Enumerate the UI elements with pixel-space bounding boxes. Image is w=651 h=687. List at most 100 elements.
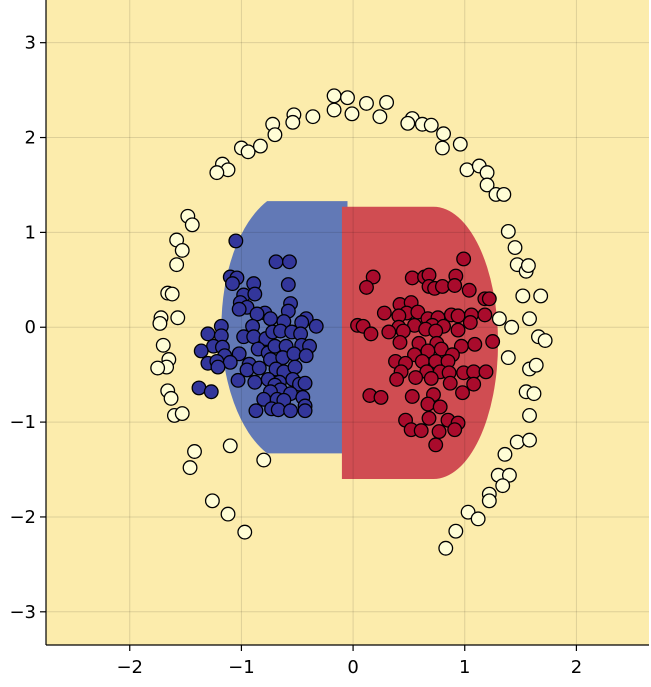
- red-point: [442, 375, 458, 391]
- outer-ring-point: [434, 140, 450, 156]
- outer-ring-point: [522, 432, 537, 448]
- blue-point: [249, 306, 265, 322]
- red-point: [420, 396, 436, 412]
- outer-ring-point: [500, 350, 516, 366]
- outer-ring-point: [423, 117, 439, 133]
- x-tick-label: −1: [228, 657, 255, 678]
- outer-ring-point: [326, 102, 342, 118]
- outer-ring-point: [152, 315, 168, 331]
- outer-ring-point: [174, 406, 190, 422]
- outer-ring-point: [452, 136, 468, 152]
- red-point: [450, 308, 466, 324]
- blue-point: [298, 348, 314, 364]
- outer-ring-point: [187, 444, 202, 459]
- outer-ring-point: [170, 310, 186, 326]
- scatter-points: [150, 88, 553, 556]
- red-point: [455, 385, 470, 401]
- outer-ring-point: [305, 109, 321, 125]
- y-tick-label: −2: [9, 507, 36, 528]
- blue-point: [247, 286, 263, 302]
- blue-point: [263, 311, 278, 327]
- outer-ring-point: [496, 186, 512, 202]
- x-tick-label: 0: [347, 657, 358, 678]
- x-tick-label: −2: [116, 657, 143, 678]
- outer-ring-point: [479, 177, 495, 193]
- red-point: [450, 322, 466, 338]
- grid: [46, 0, 649, 645]
- outer-ring-point: [459, 162, 475, 178]
- red-point: [404, 270, 420, 286]
- red-point: [381, 324, 397, 340]
- red-point: [363, 326, 379, 342]
- outer-ring-point: [379, 94, 395, 110]
- blue-point: [297, 375, 313, 391]
- outer-ring-point: [237, 524, 253, 540]
- outer-ring-point: [169, 257, 185, 273]
- blue-point: [203, 384, 219, 400]
- red-point: [365, 269, 381, 285]
- outer-ring-point: [522, 311, 537, 327]
- red-point: [373, 389, 389, 405]
- blue-point: [225, 276, 240, 292]
- outer-ring-point: [495, 478, 511, 494]
- red-point: [431, 424, 447, 440]
- outer-ring-point: [497, 446, 513, 462]
- outer-ring-point: [448, 523, 464, 539]
- red-point: [404, 389, 420, 404]
- blue-point: [222, 354, 238, 370]
- red-point: [456, 251, 472, 267]
- red-point: [392, 334, 408, 350]
- outer-ring-point: [252, 138, 268, 154]
- red-point: [434, 279, 450, 294]
- outer-ring-point: [285, 114, 301, 130]
- outer-ring-point: [504, 319, 520, 335]
- blue-point: [268, 254, 284, 270]
- red-point: [481, 291, 497, 307]
- red-point: [478, 364, 494, 380]
- outer-ring-point: [164, 286, 180, 302]
- outer-ring-point: [500, 223, 516, 239]
- red-point: [432, 399, 448, 415]
- red-point: [447, 422, 463, 438]
- blue-point: [228, 233, 244, 249]
- outer-ring-point: [537, 333, 553, 348]
- outer-ring-point: [479, 165, 495, 181]
- outer-ring-point: [240, 144, 256, 160]
- blue-point: [270, 402, 286, 418]
- red-point: [359, 279, 374, 295]
- red-point: [462, 315, 478, 330]
- outer-ring-point: [204, 493, 220, 509]
- red-point: [428, 323, 444, 339]
- outer-ring-point: [155, 337, 171, 353]
- red-point: [376, 305, 392, 321]
- blue-point: [230, 372, 246, 388]
- y-tick-label: −1: [9, 412, 36, 433]
- outer-ring-point: [528, 357, 544, 373]
- outer-ring-point: [526, 386, 542, 402]
- outer-ring-point: [326, 88, 342, 104]
- outer-ring-point: [509, 434, 525, 450]
- blue-point: [231, 301, 247, 317]
- blue-point: [286, 346, 302, 362]
- red-point: [408, 370, 424, 385]
- outer-ring-point: [481, 493, 497, 509]
- x-tick-label: 2: [571, 657, 582, 678]
- outer-ring-point: [501, 467, 517, 483]
- red-point: [421, 410, 437, 426]
- blue-point: [210, 359, 226, 375]
- outer-ring-point: [470, 511, 486, 527]
- red-point: [477, 307, 493, 323]
- outer-ring-point: [267, 127, 283, 143]
- outer-ring-point: [150, 360, 166, 376]
- blue-point: [287, 359, 303, 375]
- x-tick-label: 1: [459, 657, 470, 678]
- blue-point: [248, 403, 264, 419]
- y-tick-label: 3: [25, 33, 36, 54]
- outer-ring-point: [436, 126, 451, 142]
- outer-ring-point: [520, 258, 536, 274]
- outer-ring-point: [491, 311, 507, 327]
- outer-ring-point: [174, 242, 190, 258]
- red-point: [447, 278, 463, 293]
- red-point: [413, 423, 429, 439]
- red-point: [428, 437, 444, 453]
